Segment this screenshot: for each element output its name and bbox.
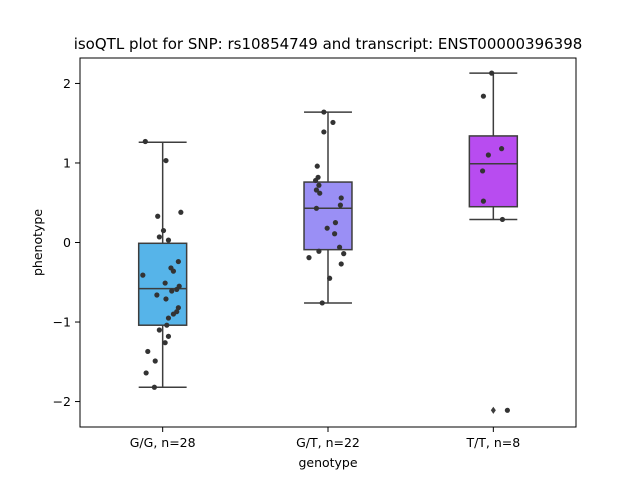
data-point [332, 231, 338, 237]
data-point [170, 268, 177, 274]
x-axis-label: genotype [298, 455, 357, 470]
data-point [170, 311, 177, 317]
data-point [332, 220, 339, 226]
data-point [485, 152, 491, 158]
data-point [163, 157, 169, 164]
y-tick-label: −2 [53, 394, 71, 409]
y-axis: −2 −1 0 1 2 [53, 76, 80, 409]
data-point [489, 70, 495, 76]
x-tick-label: T/T, n=8 [465, 435, 520, 450]
data-point [479, 168, 486, 174]
outlier-marker [490, 406, 496, 414]
data-point [165, 315, 172, 321]
chart-title: isoQTL plot for SNP: rs10854749 and tran… [74, 35, 583, 53]
data-point [164, 322, 170, 328]
data-point [162, 280, 168, 286]
data-point [336, 244, 343, 250]
data-point [145, 348, 151, 355]
data-point [160, 227, 167, 234]
data-point [140, 272, 146, 278]
data-point [156, 234, 162, 240]
y-tick-label: 1 [63, 155, 71, 170]
data-point [142, 138, 148, 145]
data-point [321, 109, 327, 115]
data-point [313, 205, 320, 211]
data-point [499, 216, 506, 223]
data-point [155, 213, 161, 219]
data-point [313, 187, 320, 193]
data-point [174, 286, 180, 293]
data-point [165, 333, 172, 339]
box [468, 135, 519, 208]
data-point [151, 384, 157, 390]
y-tick-label: 2 [63, 76, 71, 91]
boxes-layer [137, 72, 519, 414]
data-point [499, 146, 505, 152]
x-tick-label: G/G, n=28 [130, 435, 196, 450]
data-point [321, 129, 327, 135]
x-tick-label: G/T, n=22 [296, 435, 360, 450]
data-point [316, 182, 322, 188]
data-point [163, 296, 169, 302]
x-axis: G/G, n=28 G/T, n=22 T/T, n=8 [130, 427, 520, 450]
y-axis-label: phenotype [30, 209, 45, 276]
data-point [152, 358, 158, 364]
y-tick-label: −1 [53, 315, 71, 330]
data-point [306, 255, 312, 261]
y-tick-label: 0 [63, 235, 71, 250]
data-point [317, 190, 323, 196]
data-point [480, 198, 487, 204]
data-point [314, 163, 320, 169]
data-point [341, 251, 347, 257]
data-point [162, 340, 168, 346]
data-point [143, 370, 149, 376]
data-point [316, 248, 322, 254]
data-point [337, 202, 343, 208]
data-point [154, 292, 160, 298]
data-point [175, 258, 181, 265]
data-point [319, 300, 325, 306]
data-point [338, 261, 344, 267]
data-point [330, 119, 336, 126]
data-point [324, 225, 330, 231]
data-point [313, 177, 319, 184]
data-point [156, 327, 162, 333]
data-point [504, 407, 510, 413]
data-point [165, 237, 172, 243]
data-point [338, 195, 344, 201]
data-point [169, 288, 175, 294]
data-point [178, 209, 184, 215]
data-point [175, 305, 181, 311]
points-layer [140, 70, 510, 413]
data-point [480, 93, 487, 99]
data-point [327, 275, 333, 281]
box [303, 181, 353, 251]
